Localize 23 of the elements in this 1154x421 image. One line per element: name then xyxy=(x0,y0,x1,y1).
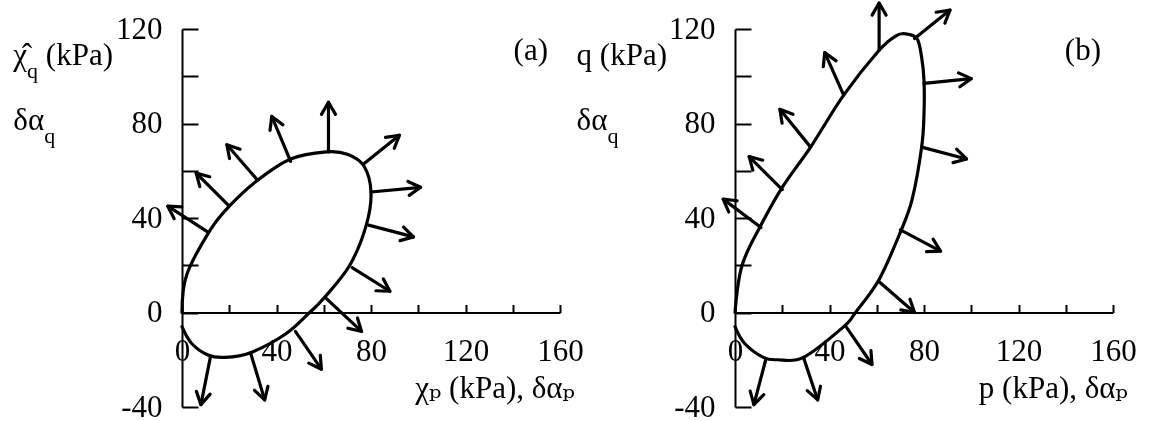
chart-title: (b) xyxy=(1064,32,1101,67)
y-tick-label: -40 xyxy=(674,388,716,421)
y-tick-label: 40 xyxy=(684,199,716,235)
x-tick-label: 40 xyxy=(261,333,293,368)
y-axis-title: χ̂$_{q}$ (kPa) δα$_{q}$ xyxy=(12,37,113,148)
x-tick-label: 120 xyxy=(995,333,1043,368)
y-axis-title: q (kPa) δα$_{q}$ xyxy=(576,37,667,148)
y-tick-label: 120 xyxy=(669,10,716,46)
x-tick-label: 120 xyxy=(442,333,490,368)
y-tick-label: 40 xyxy=(131,199,163,235)
y-tick-label: 120 xyxy=(116,10,163,46)
x-tick-label: 80 xyxy=(909,333,940,368)
y-tick-label: -40 xyxy=(121,388,163,421)
chart-title: (a) xyxy=(513,32,548,67)
x-axis-title: p (kPa), δαₚ xyxy=(978,370,1128,405)
y-tick-label: 0 xyxy=(147,294,163,329)
x-tick-label: 80 xyxy=(356,333,387,368)
x-tick-label: 160 xyxy=(537,333,584,368)
x-axis-title: χₚ (kPa), δαₚ xyxy=(414,370,575,405)
y-tick-label: 80 xyxy=(131,105,163,140)
x-tick-label: 160 xyxy=(1090,333,1137,368)
y-tick-label: 80 xyxy=(684,105,716,140)
y-tick-label: 0 xyxy=(700,294,716,329)
